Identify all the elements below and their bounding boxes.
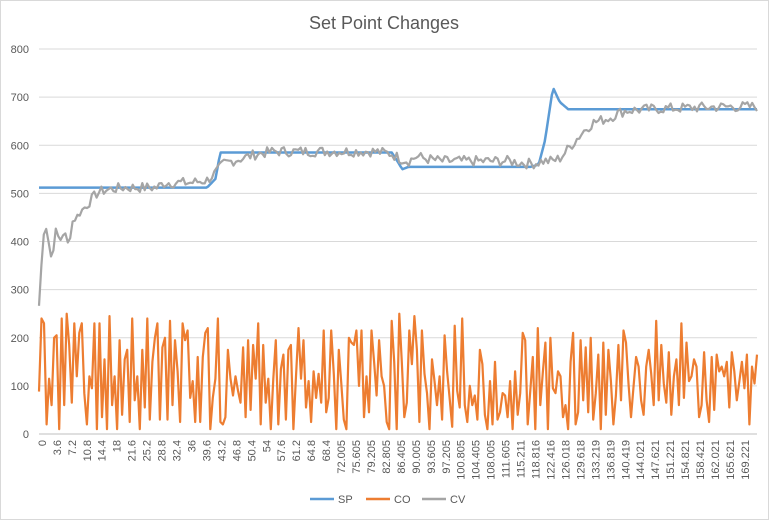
x-tick-label: 147.621	[650, 440, 662, 480]
x-tick-label: 129.618	[575, 440, 587, 480]
x-tick-label: 111.605	[501, 440, 513, 478]
x-axis-tick-labels: 0 3.6 7.2 10.8 14.4 18 21.6 25.2 28.8 32.4 36 39.6 4…	[37, 440, 752, 480]
x-tick-label: 115.211	[516, 440, 528, 478]
x-tick-label: 133.219	[590, 440, 602, 480]
y-tick-label: 700	[11, 92, 29, 104]
y-tick-label: 500	[11, 188, 29, 200]
series-line-sp	[39, 87, 757, 189]
x-tick-label: 72.005	[336, 440, 348, 474]
x-tick-label: 10.8	[82, 440, 94, 461]
x-tick-label: 82.805	[381, 440, 393, 474]
legend-label-cv: CV	[450, 494, 466, 506]
x-tick-label: 36	[186, 440, 198, 452]
x-tick-label: 25.2	[142, 440, 154, 461]
x-tick-label: 14.4	[97, 440, 109, 461]
x-tick-label: 3.6	[52, 440, 64, 455]
x-tick-label: 28.8	[157, 440, 169, 461]
x-tick-label: 144.021	[635, 440, 647, 480]
x-tick-label: 154.821	[680, 440, 692, 480]
x-tick-label: 50.4	[246, 440, 258, 461]
x-tick-label: 32.4	[172, 440, 184, 461]
y-tick-label: 300	[11, 285, 29, 297]
x-tick-label: 54	[261, 440, 273, 452]
x-tick-label: 57.6	[276, 440, 288, 461]
y-tick-label: 800	[11, 44, 29, 56]
legend: SP CO CV	[310, 494, 466, 506]
series-group	[37, 87, 759, 431]
x-tick-label: 100.805	[456, 440, 468, 480]
x-tick-label: 108.005	[486, 440, 498, 480]
x-tick-label: 18	[112, 440, 124, 452]
x-tick-label: 97.205	[441, 440, 453, 474]
x-tick-label: 136.819	[605, 440, 617, 480]
y-axis-tick-labels: 0 100 200 300 400 500 600 700 800	[11, 44, 29, 441]
y-tick-label: 400	[11, 237, 29, 249]
x-tick-label: 68.4	[321, 440, 333, 461]
series-line-cv	[37, 101, 758, 306]
x-tick-label: 86.405	[396, 440, 408, 474]
x-tick-label: 0	[37, 440, 49, 446]
legend-label-co: CO	[394, 494, 411, 506]
x-tick-label: 64.8	[306, 440, 318, 461]
x-tick-label: 122.416	[545, 440, 557, 480]
x-tick-label: 61.2	[291, 440, 303, 461]
x-tick-label: 21.6	[127, 440, 139, 461]
x-tick-label: 165.621	[725, 440, 737, 480]
x-tick-label: 75.605	[351, 440, 363, 474]
x-tick-label: 140.419	[620, 440, 632, 480]
y-tick-label: 200	[11, 333, 29, 345]
x-tick-label: 162.021	[710, 440, 722, 480]
y-tick-label: 600	[11, 140, 29, 152]
x-tick-label: 93.605	[426, 440, 438, 474]
x-tick-label: 39.6	[201, 440, 213, 461]
x-tick-label: 90.005	[411, 440, 423, 474]
x-tick-label: 151.221	[665, 440, 677, 480]
x-tick-label: 158.421	[695, 440, 707, 480]
x-tick-label: 79.205	[366, 440, 378, 474]
x-tick-label: 104.405	[471, 440, 483, 480]
x-tick-label: 118.816	[531, 440, 543, 479]
x-tick-label: 169.221	[740, 440, 752, 480]
y-tick-label: 100	[11, 381, 29, 393]
series-line-co	[37, 312, 759, 431]
chart-title: Set Point Changes	[309, 13, 459, 33]
x-tick-label: 46.8	[231, 440, 243, 461]
y-tick-label: 0	[23, 429, 29, 441]
x-tick-label: 7.2	[67, 440, 79, 455]
legend-label-sp: SP	[338, 494, 353, 506]
x-tick-label: 126.018	[560, 440, 572, 480]
x-tick-label: 43.2	[216, 440, 228, 461]
